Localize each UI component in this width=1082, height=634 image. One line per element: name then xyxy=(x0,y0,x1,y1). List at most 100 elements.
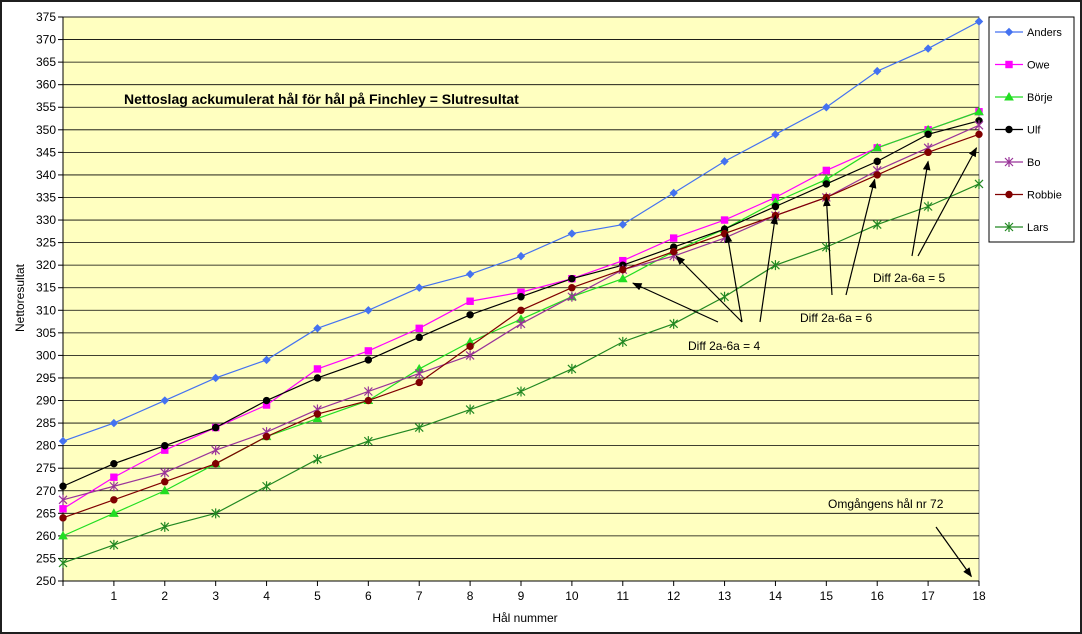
y-tick-label: 290 xyxy=(36,394,56,408)
data-point xyxy=(58,557,68,568)
annotation-arrow xyxy=(935,526,972,578)
data-point xyxy=(618,336,628,347)
x-tick-label: 10 xyxy=(565,589,579,603)
data-point xyxy=(109,508,119,517)
data-point xyxy=(822,180,831,188)
x-tick-label: 15 xyxy=(820,589,834,603)
chart-title: Nettoslag ackumulerat hål för hål på Fin… xyxy=(124,91,519,107)
data-point xyxy=(211,459,220,468)
legend-label: Börje xyxy=(1027,92,1053,104)
data-point xyxy=(312,413,323,423)
data-point xyxy=(109,481,119,492)
data-point xyxy=(567,229,577,238)
data-point xyxy=(873,171,881,179)
annotation-arrow xyxy=(675,255,743,323)
series-anders xyxy=(58,17,984,446)
x-tick-label: 5 xyxy=(314,589,321,603)
x-tick-label: 13 xyxy=(718,589,732,603)
data-point xyxy=(822,166,831,175)
data-point xyxy=(363,436,373,447)
annotation-label: Diff 2a-6a = 6 xyxy=(800,311,872,325)
data-point xyxy=(364,306,373,315)
data-point xyxy=(872,142,883,152)
data-point xyxy=(466,297,474,305)
legend-label: Ulf xyxy=(1027,125,1041,137)
y-tick-label: 260 xyxy=(36,529,56,543)
data-point xyxy=(975,130,983,139)
annotations: Diff 2a-6a = 4 Diff 2a-6a = 6 Diff 2a-6a =… xyxy=(632,147,977,578)
data-point xyxy=(58,436,68,446)
x-tick-label: 9 xyxy=(518,589,525,603)
data-point xyxy=(771,130,780,139)
data-point xyxy=(974,120,984,131)
data-point xyxy=(159,485,170,495)
data-point xyxy=(109,418,119,428)
x-tick-label: 14 xyxy=(769,589,783,603)
data-point xyxy=(160,467,170,478)
data-point xyxy=(313,324,322,333)
data-point xyxy=(415,333,423,342)
y-tick-label: 330 xyxy=(36,213,56,227)
data-point xyxy=(313,454,322,465)
y-tick-label: 300 xyxy=(36,348,56,362)
annotation-arrow xyxy=(845,178,877,296)
data-point xyxy=(59,482,67,490)
data-point xyxy=(211,445,221,456)
data-point xyxy=(517,293,525,301)
data-point xyxy=(58,494,68,505)
x-tick-label: 18 xyxy=(972,589,986,603)
data-point xyxy=(109,539,119,550)
data-point xyxy=(160,396,169,405)
data-point xyxy=(364,356,373,364)
data-point xyxy=(466,342,474,351)
x-tick-label: 2 xyxy=(161,589,168,603)
data-point xyxy=(924,148,932,157)
data-point xyxy=(161,478,169,486)
y-tick-label: 320 xyxy=(36,258,56,272)
series-ulf xyxy=(59,117,983,490)
data-point xyxy=(262,396,271,405)
data-point xyxy=(822,103,831,112)
data-point xyxy=(771,202,780,211)
y-tick-label: 365 xyxy=(36,55,56,69)
annotation-label: Omgångens hål nr 72 xyxy=(828,497,944,511)
y-tick-label: 275 xyxy=(36,461,56,475)
data-point xyxy=(516,251,526,261)
x-tick-label: 11 xyxy=(617,589,630,603)
legend-item-bo: Bo xyxy=(995,157,1040,169)
legend-label: Anders xyxy=(1027,27,1062,39)
data-point xyxy=(669,188,678,198)
data-point xyxy=(516,318,526,329)
legend-swatch-marker xyxy=(1004,91,1014,101)
data-point xyxy=(110,473,118,481)
data-point xyxy=(211,373,220,383)
data-point xyxy=(516,386,526,397)
data-point xyxy=(617,273,628,283)
x-tick-label: 1 xyxy=(111,589,118,603)
data-point xyxy=(873,66,882,76)
y-tick-label: 295 xyxy=(36,371,56,385)
legend-label: Owe xyxy=(1027,60,1050,72)
x-tick-label: 7 xyxy=(416,589,423,603)
annotation-label: Diff 2a-6a = 4 xyxy=(688,339,760,353)
legend-label: Bo xyxy=(1027,157,1040,169)
data-point xyxy=(465,404,475,415)
data-point xyxy=(313,374,322,382)
data-point xyxy=(669,247,678,256)
x-tick-label: 12 xyxy=(667,589,681,603)
data-point xyxy=(262,432,271,441)
x-axis-title: Hål nummer xyxy=(492,611,557,625)
data-point xyxy=(415,324,423,333)
axes: 2502552602652702752802852902953003053103… xyxy=(36,10,986,603)
legend-swatch-marker xyxy=(1005,60,1013,69)
data-point xyxy=(872,219,882,230)
data-point xyxy=(59,505,67,513)
y-tick-label: 280 xyxy=(36,439,56,453)
annotation-arrow xyxy=(724,232,743,323)
data-point xyxy=(110,459,118,468)
legend-swatch-marker xyxy=(1004,27,1014,37)
data-point xyxy=(211,423,220,432)
legend-label: Robbie xyxy=(1027,190,1062,202)
y-tick-label: 310 xyxy=(36,303,56,317)
data-point xyxy=(211,508,221,519)
